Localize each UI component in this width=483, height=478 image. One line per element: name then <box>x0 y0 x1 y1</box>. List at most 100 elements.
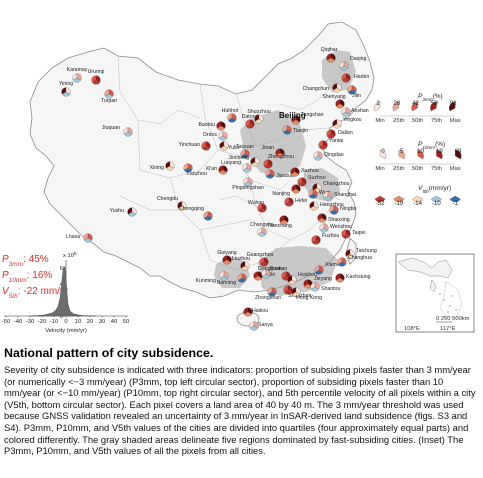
city-marker: Hong Kong <box>291 287 322 301</box>
city-marker: Daqing <box>339 56 367 71</box>
city-label: Kunming <box>196 278 217 284</box>
legend-swatch <box>373 101 381 112</box>
city-marker: Lanzhou <box>183 163 207 177</box>
city-label: Shanghai <box>334 192 356 198</box>
city-label: Tianjin <box>293 128 308 134</box>
city-label: Karamay <box>67 67 88 73</box>
city-label: Shantou <box>321 286 340 292</box>
city-marker: Tangshan <box>291 112 324 125</box>
city-label: Changhua <box>348 255 372 261</box>
city-marker: Karamay <box>67 67 88 83</box>
city-label: Shuozhou <box>247 109 270 115</box>
legend-tick: -19 <box>394 201 403 207</box>
caption-title: National pattern of city subsidence. <box>4 346 214 360</box>
legend-swatch <box>398 149 405 160</box>
city-label: Ordos <box>203 132 218 138</box>
city-marker: Datong <box>242 114 259 129</box>
city-label: Taichung <box>356 248 377 254</box>
hist-p3mm-text: P3mm: 45% <box>2 254 49 268</box>
hist-x-label: Velocity (mm/yr) <box>45 328 87 334</box>
city-marker: Huhhot <box>222 108 239 123</box>
city-marker: Jincheng <box>228 155 260 167</box>
hist-x-tick: 30 <box>99 319 105 325</box>
legend-quartile: Min <box>375 118 384 124</box>
hist-x-tick: 0 <box>64 319 67 325</box>
city-label: Changzhou <box>323 181 350 187</box>
hist-p10mm-text: P10mm: 16% <box>2 270 52 284</box>
city-marker: Shantou <box>310 282 340 292</box>
legend-quartile: Max <box>450 166 461 172</box>
hist-distribution <box>29 265 97 317</box>
city-label: Xining <box>150 165 165 171</box>
figure-caption: National pattern of city subsidence. Sev… <box>4 346 479 457</box>
city-label: Nanning <box>217 280 236 286</box>
city-label: Xi'an <box>206 166 217 172</box>
city-label: Turpan <box>101 98 117 104</box>
city-label: Datong <box>242 114 259 120</box>
hist-x-tick: 10 <box>75 319 81 325</box>
legend-swatch <box>374 195 386 203</box>
legend-tick: 42 <box>412 101 419 107</box>
legend-tick: -10 <box>432 201 441 207</box>
city-label: Changsha <box>250 222 274 228</box>
city-marker: Lhasa <box>66 233 93 243</box>
city-marker: Changchun <box>302 83 342 93</box>
city-marker: Taiyuan <box>236 144 254 159</box>
city-label: Zhengzhou <box>268 154 294 160</box>
legend-quartile: 75th <box>431 166 442 172</box>
city-label: Tangshan <box>301 112 324 118</box>
city-label: Fuzhou <box>322 233 339 239</box>
city-marker: Shaoxing <box>317 213 350 223</box>
legend-swatch <box>379 149 387 160</box>
inset-scale-text: 0 250 500km <box>436 316 470 322</box>
city-label: Lhasa <box>66 234 80 240</box>
city-marker: Yinchuan <box>179 141 211 151</box>
city-label: Qingdao <box>324 152 344 158</box>
hist-x-tick: -50 <box>2 319 10 325</box>
city-marker: Nanning <box>217 273 247 286</box>
hist-x-tick: 50 <box>123 319 129 325</box>
city-marker: Liuzhou <box>232 256 250 271</box>
city-marker: Jiaozuo <box>265 169 294 179</box>
city-label: Suzhou <box>308 175 326 181</box>
city-marker: Harbin <box>341 73 369 83</box>
city-marker: Hangzhou <box>309 201 344 211</box>
city-marker: Zhongshan <box>255 287 281 301</box>
city-label: Luoyang <box>221 160 241 166</box>
city-label: Hefei <box>295 198 307 204</box>
city-marker: Ningbo <box>329 205 357 215</box>
city-label: Yushu <box>110 208 125 214</box>
inset-lon-2: 117°E <box>440 326 456 332</box>
city-marker: Chongqing <box>179 206 213 221</box>
city-label: Sanya <box>258 322 273 328</box>
city-marker: Jiuquan <box>102 125 133 137</box>
city-marker: Zhengzhou <box>263 154 294 169</box>
map-panel: Karamay Urumqi Yining Turpan Qiqihar Daqing Ha… <box>2 21 475 334</box>
hist-x-ticks: -50 -40 -30 -20 -10 0 10 20 30 40 50 <box>2 316 129 325</box>
legend-tick: 10 <box>417 149 424 155</box>
city-marker: Guangzhou <box>247 252 274 267</box>
legend-quartile: 50th <box>412 166 423 172</box>
hist-x-tick: -10 <box>50 319 58 325</box>
city-label: Anshan <box>351 108 369 114</box>
city-marker: Yingkou <box>332 117 362 129</box>
city-label: Hangzhou <box>320 202 344 208</box>
legend-p10mm: P10mm(%) 0 5 10 19 69 Min 25th 50th 75th Max <box>375 141 462 172</box>
city-marker: Luoyang <box>221 160 252 173</box>
legend-tick: -14 <box>413 201 422 207</box>
city-marker: Pingdingshan <box>232 177 264 191</box>
city-marker: Xi'an <box>206 165 228 175</box>
legend-swatch <box>392 101 399 112</box>
city-marker: Shuozhou <box>247 109 271 124</box>
city-marker: Qiqihar <box>321 47 338 63</box>
city-label: Haikou <box>252 308 268 314</box>
city-marker: Chengdu <box>157 196 187 211</box>
legend-swatch <box>430 101 437 112</box>
city-marker: Taipei <box>341 229 366 239</box>
city-label: Daqing <box>350 56 367 62</box>
hist-x-tick: 20 <box>87 319 93 325</box>
city-marker: Changhua <box>337 255 372 267</box>
city-label: Taiyuan <box>236 144 254 150</box>
legend-tick: 0 <box>381 149 385 155</box>
city-marker: Jilin <box>347 85 361 99</box>
